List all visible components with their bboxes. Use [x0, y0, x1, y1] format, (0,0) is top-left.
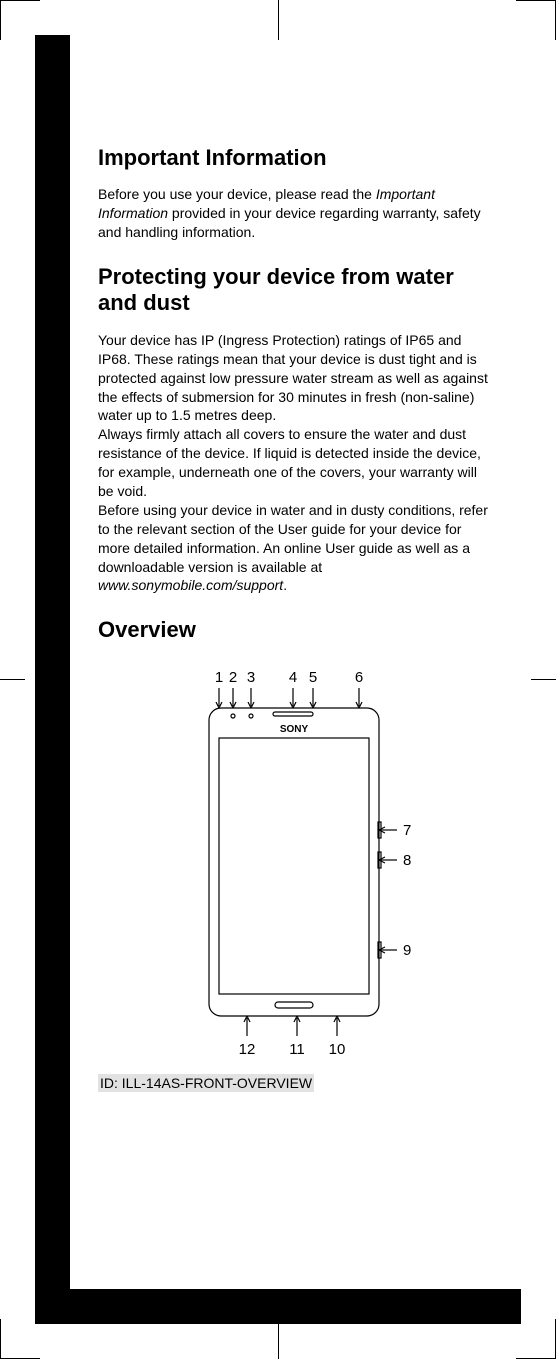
crop-mark — [0, 1319, 1, 1359]
callout-1: 1 — [215, 669, 223, 686]
callout-2: 2 — [229, 669, 237, 686]
heading-protecting: Protecting your device from water and du… — [98, 264, 496, 317]
text: Before you use your device, please read … — [98, 186, 376, 202]
text: Before using your device in water and in… — [98, 502, 488, 575]
callout-5: 5 — [309, 669, 317, 686]
callout-11: 11 — [289, 1041, 305, 1058]
callout-3: 3 — [247, 669, 255, 686]
brand-label: SONY — [280, 724, 309, 735]
crop-mark — [0, 0, 1, 40]
callout-12: 12 — [239, 1041, 256, 1058]
callout-9: 9 — [403, 942, 411, 959]
crop-mark — [0, 0, 40, 1]
paragraph-s2-2: Always firmly attach all covers to ensur… — [98, 425, 496, 501]
text-link: www.sonymobile.com/support — [98, 577, 283, 593]
heading-important-information: Important Information — [98, 145, 496, 171]
text: . — [283, 577, 287, 593]
crop-mark — [516, 0, 556, 1]
page-content: Important Information Before you use you… — [98, 145, 496, 1093]
paragraph-s1: Before you use your device, please read … — [98, 185, 496, 242]
paragraph-s2-1: Your device has IP (Ingress Protection) … — [98, 331, 496, 425]
paragraph-s2-3: Before using your device in water and in… — [98, 501, 496, 595]
crop-mark — [0, 679, 25, 680]
callout-6: 6 — [355, 669, 363, 686]
crop-mark — [278, 0, 279, 40]
callout-10: 10 — [329, 1041, 346, 1058]
overview-diagram: SONY 1 2 3 4 5 — [98, 662, 496, 1062]
heading-overview: Overview — [98, 617, 496, 643]
callout-4: 4 — [289, 669, 297, 686]
phone-diagram-svg: SONY 1 2 3 4 5 — [137, 662, 457, 1062]
diagram-id-label: ID: ILL-14AS-FRONT-OVERVIEW — [98, 1074, 314, 1092]
crop-mark — [531, 679, 556, 680]
crop-mark — [278, 1319, 279, 1359]
callout-7: 7 — [403, 822, 411, 839]
callout-8: 8 — [403, 852, 411, 869]
